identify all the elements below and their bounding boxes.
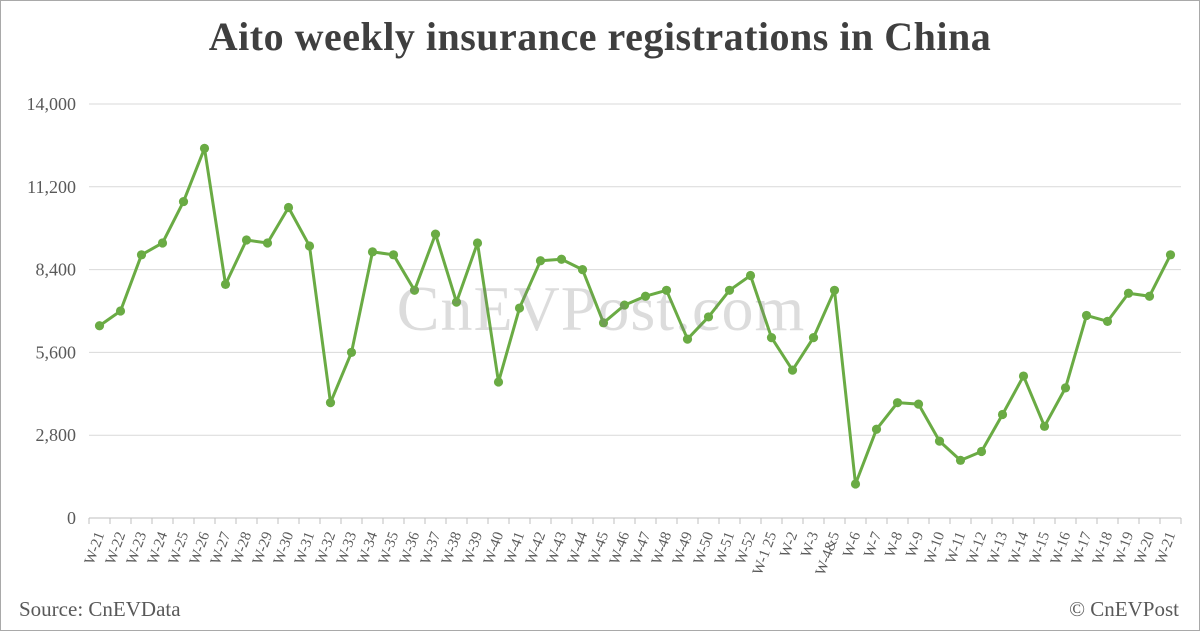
y-tick-label: 5,600 (36, 342, 77, 362)
data-point (430, 229, 441, 239)
data-point (451, 297, 462, 307)
data-point (1081, 310, 1092, 321)
chart-title: Aito weekly insurance registrations in C… (208, 14, 992, 59)
data-point (661, 285, 672, 295)
x-tick-label: W-7 (861, 529, 885, 559)
data-point (745, 270, 756, 281)
data-point (934, 436, 945, 446)
y-tick-label: 2,800 (36, 425, 77, 445)
data-point (724, 285, 735, 295)
data-point (976, 446, 987, 457)
data-point (199, 143, 210, 153)
data-point (493, 377, 504, 387)
data-points (94, 143, 1176, 489)
data-point (682, 334, 693, 344)
data-point (640, 291, 651, 301)
data-point (388, 250, 399, 260)
data-point (1018, 371, 1029, 381)
data-point (472, 238, 483, 248)
data-point (871, 424, 882, 434)
y-tick-label: 8,400 (36, 260, 77, 280)
data-point (157, 238, 168, 248)
data-point (619, 300, 630, 310)
data-point (367, 247, 378, 257)
data-point (346, 347, 357, 357)
data-point (1039, 421, 1050, 431)
data-point (766, 333, 777, 343)
data-point (283, 202, 294, 213)
x-tick-label: W-2 (777, 530, 801, 560)
x-axis-ticks (88, 518, 1182, 524)
data-point (1123, 288, 1134, 298)
data-point (1144, 291, 1155, 301)
data-point (850, 479, 861, 489)
data-point (220, 279, 231, 289)
data-point (808, 333, 819, 343)
data-point (1060, 383, 1071, 393)
x-tick-label: W-6 (840, 529, 864, 559)
data-point (598, 318, 609, 328)
data-point (913, 399, 924, 409)
data-point (1165, 250, 1176, 260)
data-point (829, 285, 840, 295)
data-point (556, 254, 567, 264)
x-axis-labels: W-21W-22W-23W-24W-25W-26W-27W-28W-29W-30… (82, 529, 1179, 577)
y-tick-label: 14,000 (27, 94, 77, 114)
data-point (115, 306, 126, 316)
data-point (997, 409, 1008, 420)
copyright-label: © CnEVPost (1069, 597, 1179, 621)
data-point (703, 312, 714, 322)
data-point (178, 196, 189, 207)
data-point (304, 241, 315, 251)
data-point (325, 398, 336, 408)
y-tick-label: 11,200 (27, 177, 76, 197)
data-point (136, 250, 147, 260)
data-point (955, 455, 966, 465)
data-point (262, 238, 273, 248)
x-tick-label: W-8 (882, 530, 906, 560)
watermark: CnEVPost.com (396, 273, 806, 344)
data-point (535, 256, 546, 266)
data-point (787, 365, 798, 375)
data-point (577, 265, 588, 275)
data-point (241, 235, 252, 245)
data-point (94, 321, 105, 331)
data-point (1102, 316, 1113, 326)
series-line (98, 146, 1172, 486)
data-point (892, 398, 903, 408)
series (98, 146, 1172, 486)
y-axis-labels: 0 2,800 5,600 8,400 11,200 14,000 (27, 94, 77, 528)
y-tick-label: 0 (67, 508, 76, 528)
source-label: Source: CnEVData (19, 597, 181, 621)
gridlines (89, 103, 1181, 519)
data-point (514, 303, 525, 313)
data-point (409, 285, 420, 295)
